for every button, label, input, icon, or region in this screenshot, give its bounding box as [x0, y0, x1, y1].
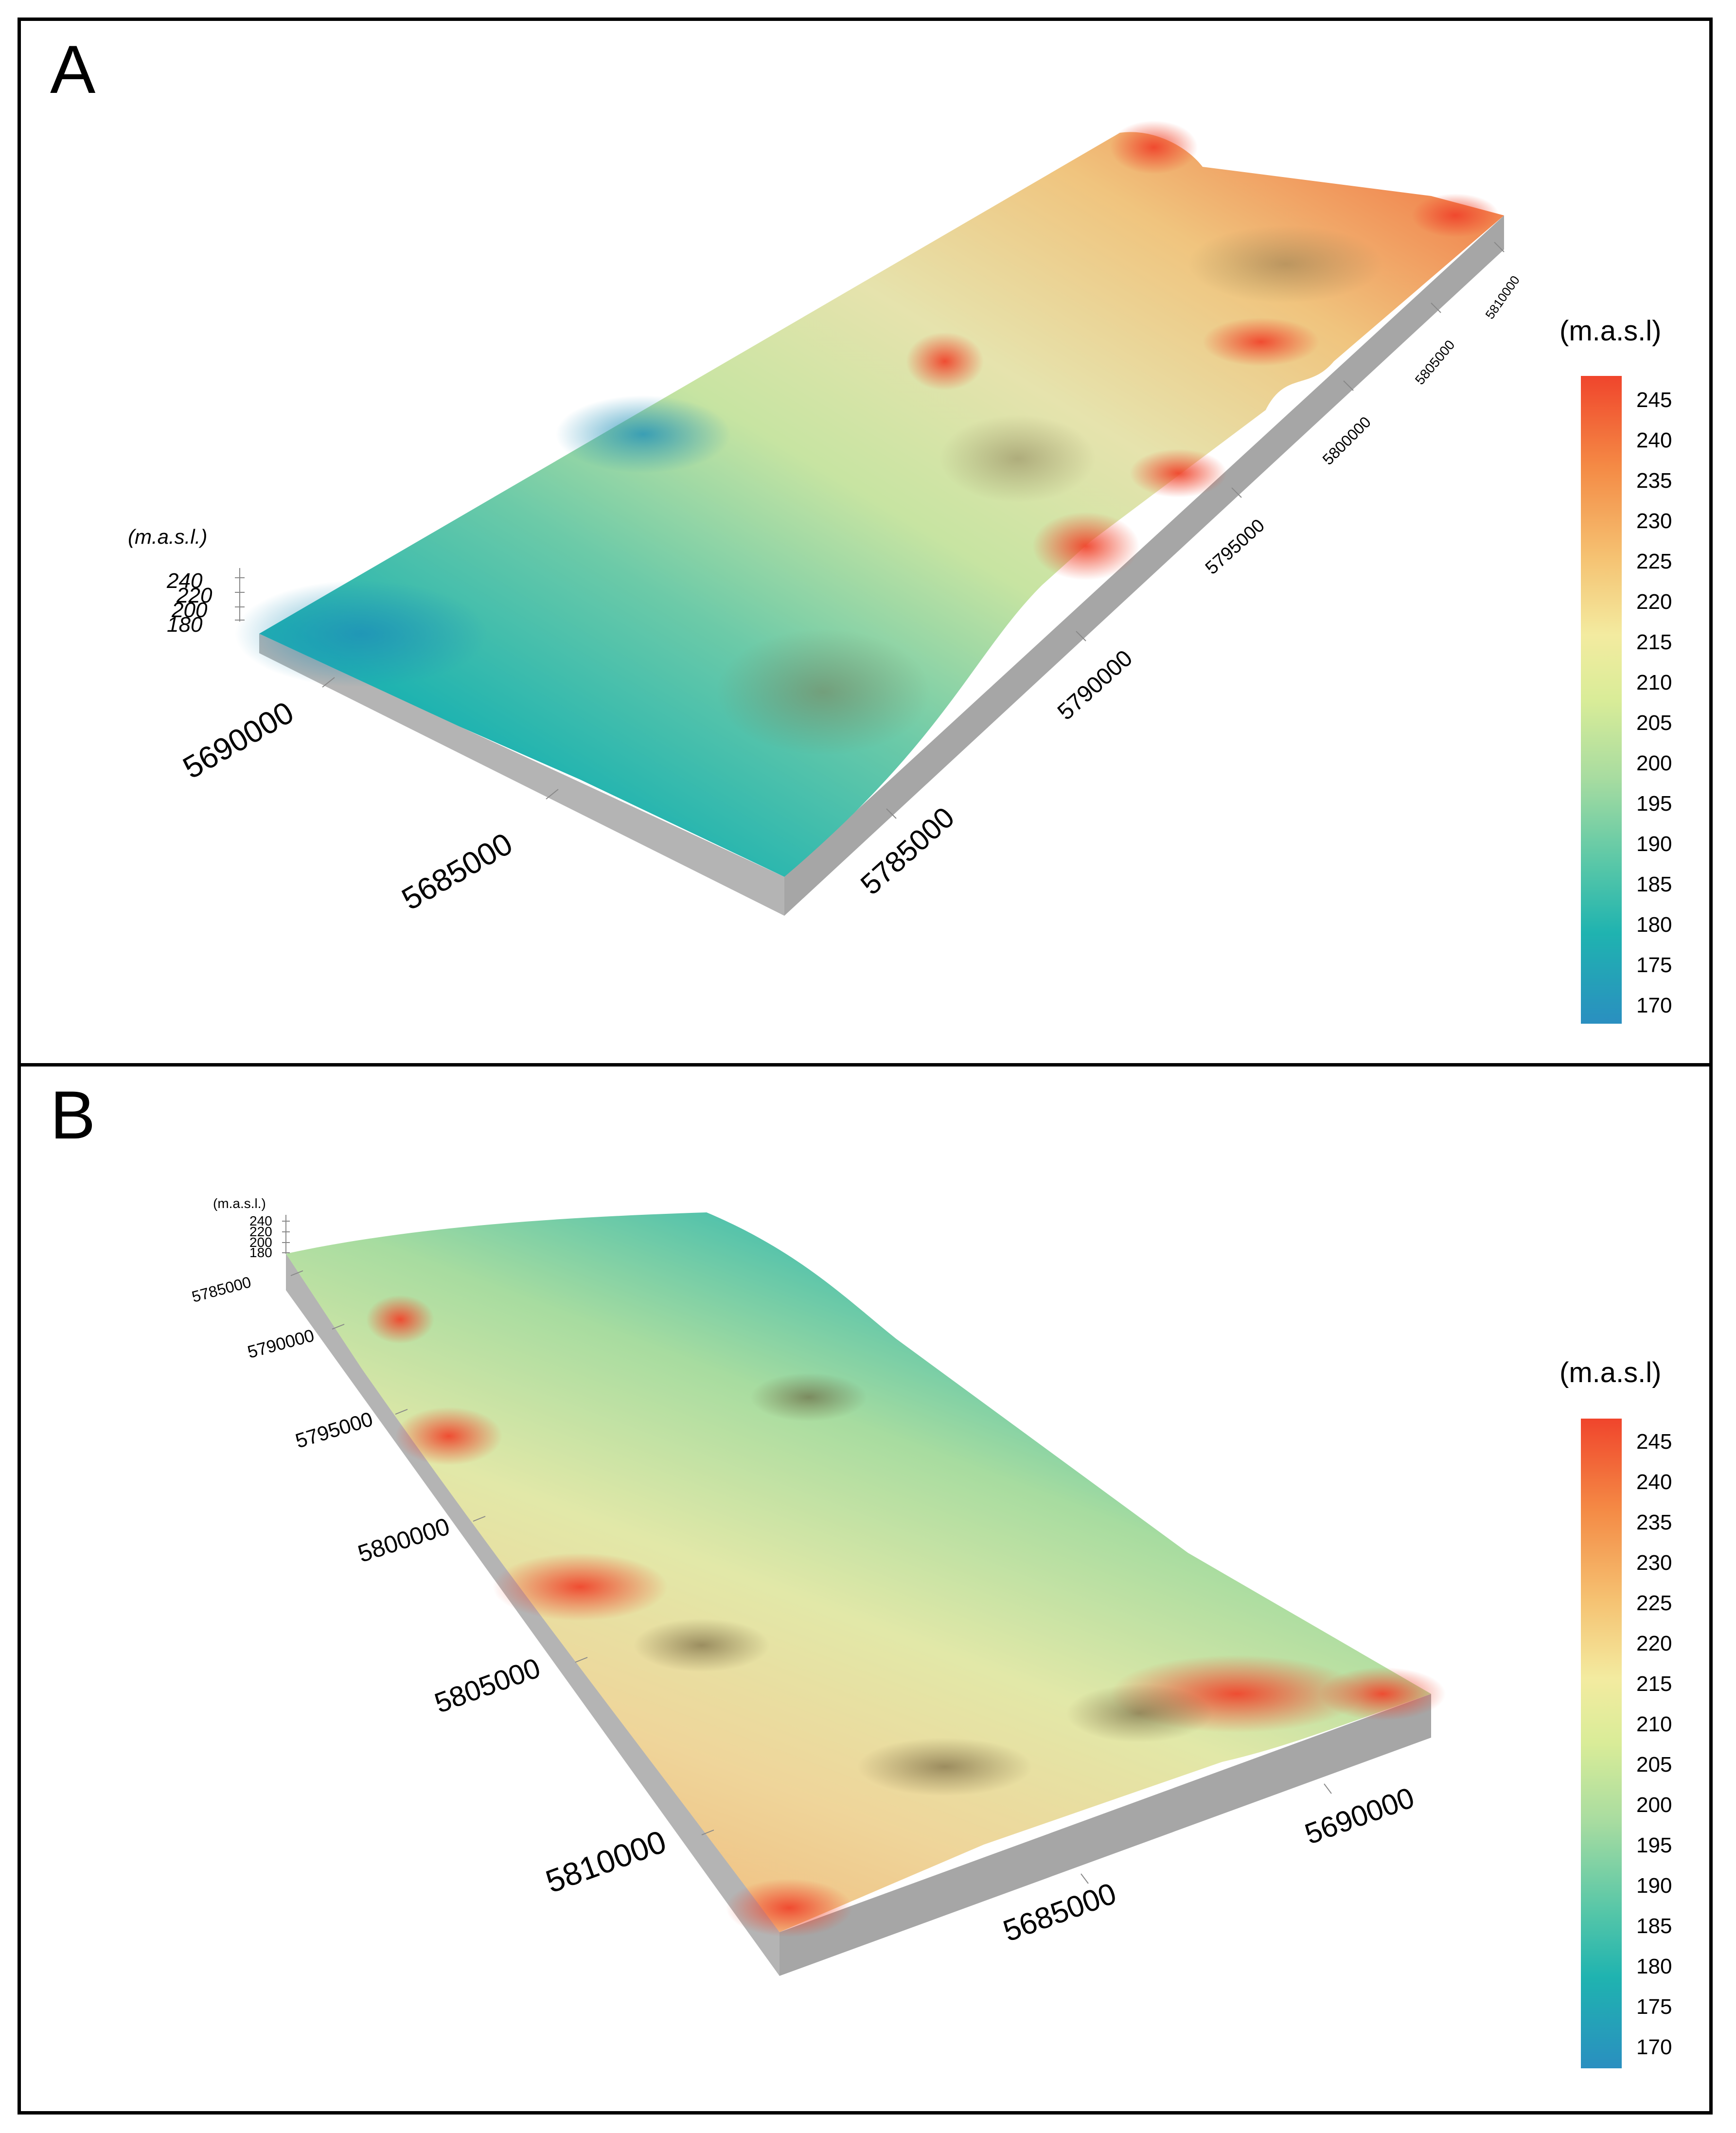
z-tick-a-3: 180	[167, 613, 203, 637]
northing-tick-b-3: 5800000	[354, 1512, 453, 1567]
legend-tick-a-225: 225	[1636, 550, 1672, 573]
terrain-3d-view-a: (m.a.s.l.) 240 220 200 180 5690000 56850…	[128, 121, 1523, 917]
legend-tick-b-195: 195	[1636, 1833, 1672, 1857]
terrain-peak-b4	[493, 1553, 668, 1621]
terrain-surface-a	[259, 132, 1504, 877]
z-tick-b-2: 200	[249, 1235, 272, 1250]
legend-colorbar-a	[1581, 376, 1622, 1024]
legend-tick-b-245: 245	[1636, 1430, 1672, 1454]
panel-letter-a: A	[50, 31, 96, 107]
panel-b: B	[18, 1063, 1713, 2115]
legend-tick-a-220: 220	[1636, 590, 1672, 614]
z-tick-b-0: 240	[249, 1213, 272, 1228]
terrain-3d-view-b: (m.a.s.l.) 240 220 200 180 5785000 57900…	[190, 1196, 1446, 1976]
terrain-shade-b4	[634, 1618, 770, 1672]
easting-tick-b-1: 5690000	[1301, 1781, 1418, 1850]
z-axis-label-b: (m.a.s.l.)	[213, 1196, 266, 1211]
northing-tick-b-4: 5805000	[430, 1652, 544, 1719]
legend-tick-a-245: 245	[1636, 388, 1672, 412]
legend-tick-b-225: 225	[1636, 1591, 1672, 1615]
legend-tick-a-180: 180	[1636, 913, 1672, 937]
z-tick-b-3: 180	[249, 1245, 272, 1260]
terrain-shade-b1	[750, 1373, 867, 1422]
easting-tick-a-1: 5685000	[396, 826, 518, 917]
terrain-peak-b3	[1319, 1667, 1446, 1721]
terrain-peak-a5	[1130, 449, 1227, 498]
panel-a: A	[18, 18, 1713, 1067]
terrain-low-a2	[556, 395, 731, 473]
legend-tick-b-190: 190	[1636, 1874, 1672, 1898]
terrain-peak-a1	[1032, 512, 1139, 580]
legend-title-a: (m.a.s.l)	[1559, 315, 1662, 347]
z-tick-b-1: 220	[249, 1224, 272, 1239]
block-side-front-b	[779, 1694, 1431, 1976]
legend-tick-a-190: 190	[1636, 832, 1672, 856]
terrain-peak-a6	[906, 332, 984, 391]
legend-tick-b-240: 240	[1636, 1470, 1672, 1494]
easting-tick-a-0: 5690000	[177, 694, 300, 785]
northing-tick-a-4: 5805000	[1412, 337, 1458, 387]
legend-title-b: (m.a.s.l)	[1559, 1357, 1662, 1388]
northing-tick-b-2: 5795000	[293, 1407, 375, 1453]
terrain-peak-b1	[726, 1879, 852, 1937]
legend-tick-a-175: 175	[1636, 953, 1672, 977]
legend-tick-a-200: 200	[1636, 751, 1672, 775]
legend-tick-a-215: 215	[1636, 630, 1672, 654]
legend-tick-a-205: 205	[1636, 711, 1672, 735]
legend-tick-b-200: 200	[1636, 1793, 1672, 1817]
northing-tick-a-3: 5800000	[1319, 413, 1374, 468]
northing-tick-b-5: 5810000	[541, 1823, 671, 1900]
z-tick-a-0: 240	[166, 569, 203, 593]
terrain-peak-b6	[366, 1295, 434, 1344]
legend-tick-a-240: 240	[1636, 428, 1672, 452]
legend-tick-b-215: 215	[1636, 1672, 1672, 1696]
legend-colorbar-b	[1581, 1419, 1622, 2068]
z-tick-a-2: 200	[171, 598, 208, 622]
legend-tick-a-185: 185	[1636, 872, 1672, 896]
terrain-peak-a3	[1412, 194, 1499, 237]
legend-tick-a-170: 170	[1636, 994, 1672, 1017]
legend-tick-b-235: 235	[1636, 1511, 1672, 1534]
terrain-shade-b2	[1066, 1684, 1212, 1742]
z-axis-b	[282, 1215, 290, 1254]
terrain-peak-b5	[395, 1407, 502, 1465]
legend-tick-a-230: 230	[1636, 509, 1672, 533]
legend-tick-a-210: 210	[1636, 671, 1672, 694]
legend-tick-b-220: 220	[1636, 1632, 1672, 1655]
legend-tick-b-210: 210	[1636, 1712, 1672, 1736]
legend-tick-b-230: 230	[1636, 1551, 1672, 1575]
block-side-right-a	[784, 215, 1504, 916]
legend-tick-b-175: 175	[1636, 1995, 1672, 2019]
terrain-shade-b3	[857, 1738, 1032, 1796]
northing-tick-b-0: 5785000	[190, 1273, 253, 1306]
block-side-front-a	[259, 634, 784, 916]
panel-letter-b: B	[50, 1077, 96, 1153]
z-tick-a-1: 220	[176, 584, 213, 607]
legend-tick-b-185: 185	[1636, 1914, 1672, 1938]
northing-tick-a-1: 5790000	[1053, 645, 1137, 725]
legend-tick-b-180: 180	[1636, 1955, 1672, 1978]
terrain-shade-a1	[716, 629, 930, 755]
terrain-shade-a2	[940, 415, 1096, 502]
terrain-peak-a4	[1203, 318, 1319, 366]
z-axis-label-a: (m.a.s.l.)	[128, 525, 207, 548]
northing-tick-a-5: 5810000	[1482, 273, 1523, 321]
terrain-low-a1	[235, 580, 488, 687]
terrain-peak-a2	[1110, 121, 1198, 174]
legend-tick-a-235: 235	[1636, 469, 1672, 493]
northing-tick-a-2: 5795000	[1202, 515, 1269, 578]
terrain-shade-a3	[1188, 225, 1382, 303]
northing-tick-b-1: 5790000	[245, 1325, 316, 1362]
terrain-surface-b	[286, 1212, 1431, 1932]
legend-tick-b-170: 170	[1636, 2035, 1672, 2059]
z-axis-a	[235, 568, 245, 622]
legend-tick-a-195: 195	[1636, 792, 1672, 816]
legend-tick-b-205: 205	[1636, 1753, 1672, 1777]
